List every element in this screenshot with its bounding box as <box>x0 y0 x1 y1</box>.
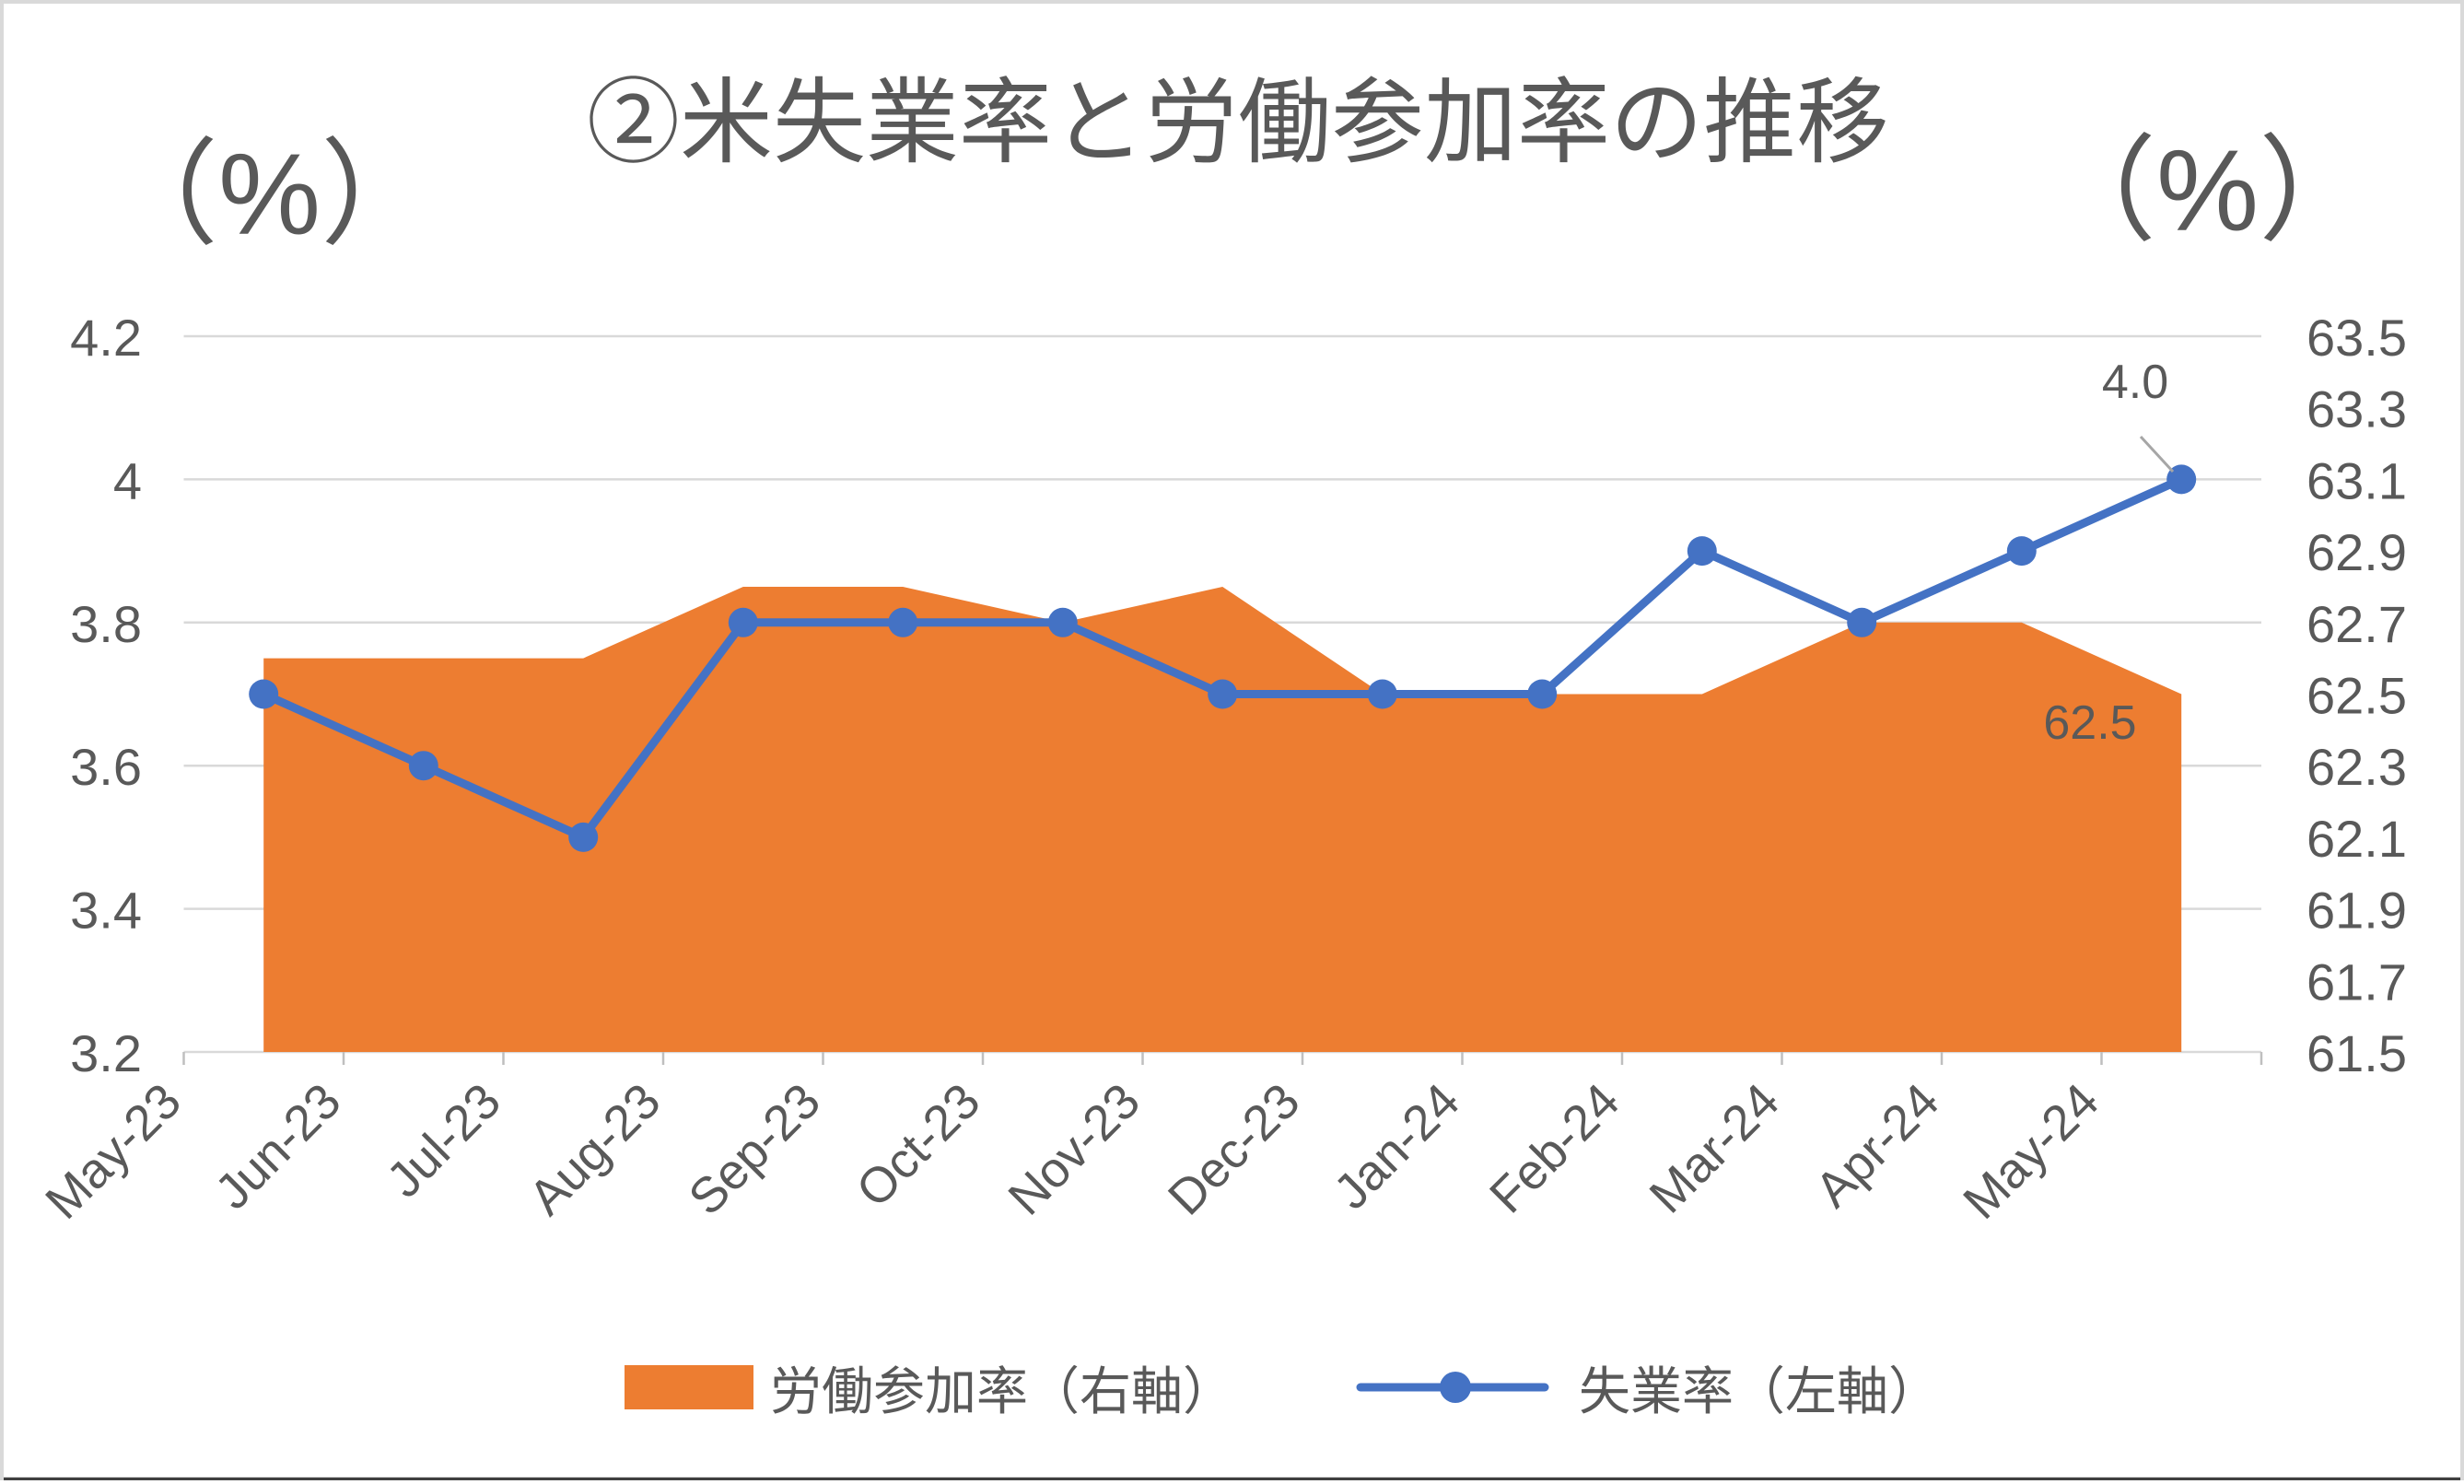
svg-text:4.0: 4.0 <box>2102 356 2168 409</box>
svg-text:62.5: 62.5 <box>2043 696 2136 750</box>
